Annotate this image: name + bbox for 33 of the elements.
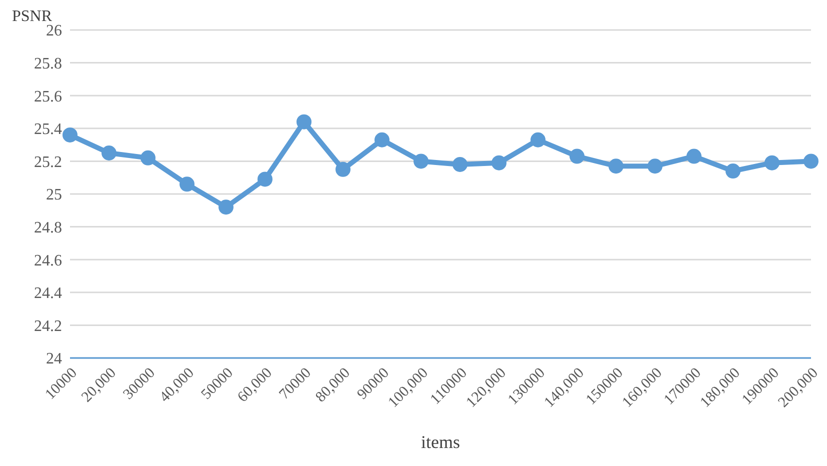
point: [218, 200, 234, 215]
x-axis-title: items: [420, 432, 461, 453]
y-tick-label: 24.6: [34, 252, 62, 270]
point: [804, 154, 818, 169]
point: [608, 158, 624, 174]
point: [452, 156, 468, 172]
point: [374, 132, 390, 148]
y-tick-label: 25: [46, 186, 62, 204]
y-tick-label: 24: [46, 350, 62, 368]
point: [686, 148, 702, 164]
y-tick-label: 24.8: [34, 219, 62, 236]
point: [102, 146, 116, 160]
point: [570, 148, 584, 164]
y-axis-title: PSNR: [12, 8, 52, 25]
y-tick-label: 26: [46, 22, 62, 40]
y-tick-label: 25.6: [34, 88, 62, 106]
point: [336, 162, 350, 177]
point: [648, 158, 662, 174]
point: [296, 114, 312, 130]
point: [414, 154, 428, 169]
y-tick-label: 25.2: [34, 154, 62, 171]
y-tick-label: 24.2: [34, 318, 62, 335]
point: [258, 172, 272, 187]
point: [140, 150, 156, 166]
point: [180, 176, 194, 192]
point: [530, 132, 546, 148]
point: [764, 155, 780, 170]
y-tick-label: 25.8: [34, 55, 62, 72]
point: [62, 127, 78, 142]
y-tick-label: 25.4: [34, 121, 62, 138]
point: [492, 155, 506, 170]
y-tick-label: 24.4: [34, 285, 62, 302]
point: [726, 164, 740, 179]
